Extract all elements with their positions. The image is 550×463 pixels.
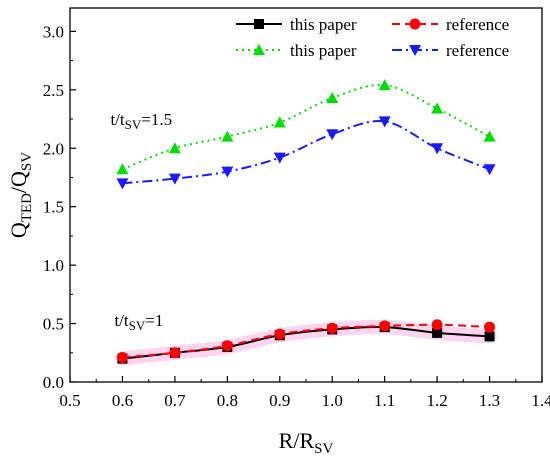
y-axis-title-subscript-1: TED bbox=[19, 193, 35, 222]
y-axis-title-mid: /Q bbox=[6, 171, 31, 193]
series-2-point-5 bbox=[378, 79, 391, 91]
series-2-point-2 bbox=[221, 130, 234, 142]
series-0-point-6 bbox=[432, 327, 443, 338]
series-2-point-7 bbox=[483, 130, 496, 142]
series-3-point-2 bbox=[221, 166, 234, 178]
y-tick-label-6: 3.0 bbox=[43, 22, 64, 41]
series-1-point-5 bbox=[379, 320, 391, 332]
legend-marker-1 bbox=[409, 18, 421, 30]
y-tick-label-2: 1.0 bbox=[43, 256, 64, 275]
annotation-t-ratio-1-5: t/tSV=1.5 bbox=[110, 110, 172, 132]
y-tick-label-4: 2.0 bbox=[43, 139, 64, 158]
legend: this paper reference this paper reference bbox=[236, 15, 509, 60]
series-3-point-3 bbox=[273, 152, 286, 164]
series-layer bbox=[116, 79, 496, 364]
series-1-point-2 bbox=[221, 340, 233, 352]
series-2-line bbox=[122, 83, 491, 171]
y-tick-label-3: 1.5 bbox=[43, 198, 64, 217]
series-2-point-3 bbox=[273, 116, 286, 128]
series-2-point-4 bbox=[326, 91, 339, 103]
series-3-point-0 bbox=[116, 178, 129, 190]
x-axis-title-main: R/R bbox=[279, 428, 315, 453]
y-axis-title: QTED/QSV bbox=[6, 152, 35, 238]
legend-marker-2 bbox=[253, 44, 265, 55]
legend-item-0: this paper bbox=[236, 15, 357, 34]
x-axis-title: R/RSV bbox=[279, 428, 334, 457]
annotation-2-subscript: SV bbox=[129, 318, 146, 333]
legend-marker-0 bbox=[254, 19, 264, 29]
axes-layer: 0.5 0.6 0.7 0.8 0.9 1.0 1.1 1.2 1.3 1.40.00.51.01… bbox=[43, 22, 550, 410]
series-1-point-1 bbox=[169, 347, 181, 359]
series-3 bbox=[116, 116, 496, 190]
y-tick-label-1: 0.5 bbox=[43, 315, 64, 334]
x-tick-label-3: 0.8 bbox=[217, 391, 238, 410]
x-tick-label-0: 0.5 bbox=[59, 391, 80, 410]
series-3-point-4 bbox=[326, 129, 339, 141]
annotation-1-main: t/t bbox=[110, 110, 124, 129]
annotation-2-main: t/t bbox=[114, 311, 128, 330]
series-3-point-7 bbox=[483, 164, 496, 176]
series-3-point-6 bbox=[431, 143, 444, 155]
series-3-point-5 bbox=[378, 116, 391, 128]
series-2-point-6 bbox=[431, 102, 444, 114]
series-3-point-1 bbox=[168, 173, 181, 185]
y-tick-label-0: 0.0 bbox=[43, 373, 64, 392]
y-axis-title-subscript-2: SV bbox=[19, 152, 35, 171]
series-1-point-3 bbox=[274, 328, 286, 340]
x-tick-label-2: 0.7 bbox=[164, 391, 186, 410]
legend-label-3: reference bbox=[446, 41, 509, 60]
series-1-point-0 bbox=[116, 351, 128, 363]
legend-marker-3 bbox=[409, 45, 421, 56]
x-tick-label-1: 0.6 bbox=[112, 391, 133, 410]
legend-item-3: reference bbox=[392, 41, 509, 60]
series-2-point-1 bbox=[168, 142, 181, 154]
x-tick-label-9: 1.4 bbox=[531, 391, 550, 410]
x-axis-title-subscript: SV bbox=[314, 441, 333, 457]
series-2-point-0 bbox=[116, 163, 129, 175]
series-1-point-6 bbox=[431, 319, 443, 331]
annotation-1-tail: =1.5 bbox=[141, 110, 172, 129]
annotation-1-subscript: SV bbox=[125, 117, 142, 132]
legend-label-0: this paper bbox=[290, 15, 357, 34]
series-2 bbox=[116, 79, 496, 175]
series-0-point-7 bbox=[484, 331, 495, 342]
x-tick-label-6: 1.1 bbox=[374, 391, 395, 410]
y-tick-label-5: 2.5 bbox=[43, 81, 64, 100]
x-tick-label-8: 1.3 bbox=[479, 391, 500, 410]
series-1 bbox=[116, 319, 496, 363]
x-tick-label-4: 0.9 bbox=[269, 391, 290, 410]
series-1-point-7 bbox=[484, 321, 496, 333]
series-1-point-4 bbox=[326, 322, 338, 334]
legend-label-2: this paper bbox=[290, 41, 357, 60]
x-tick-label-7: 1.2 bbox=[426, 391, 447, 410]
x-tick-label-5: 1.0 bbox=[322, 391, 343, 410]
annotation-2-tail: =1 bbox=[145, 311, 163, 330]
legend-label-1: reference bbox=[446, 15, 509, 34]
annotation-t-ratio-1: t/tSV=1 bbox=[114, 311, 163, 333]
y-axis-title-main: Q bbox=[6, 222, 31, 238]
legend-item-1: reference bbox=[392, 15, 509, 34]
legend-item-2: this paper bbox=[236, 41, 357, 60]
